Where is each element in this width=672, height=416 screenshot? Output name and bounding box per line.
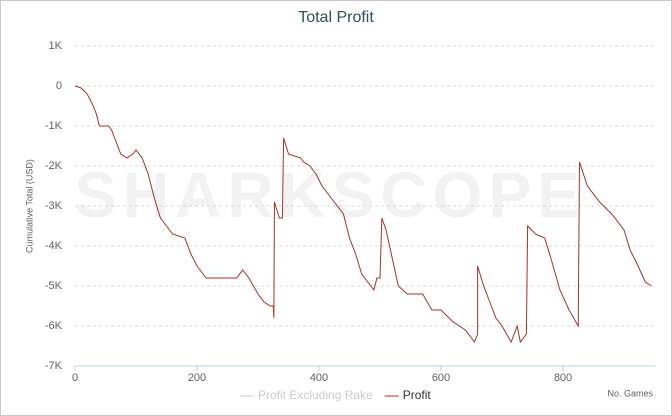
y-tick-label: -4K bbox=[45, 240, 63, 252]
chart-title: Total Profit bbox=[298, 9, 374, 26]
x-tick-label: 800 bbox=[554, 372, 572, 384]
x-tick-label: 0 bbox=[72, 372, 78, 384]
x-tick-label: 400 bbox=[310, 372, 328, 384]
y-tick-label: -7K bbox=[45, 360, 63, 372]
y-tick-label: -2K bbox=[45, 160, 63, 172]
y-tick-label: 1K bbox=[49, 40, 63, 52]
y-tick-label: -5K bbox=[45, 280, 63, 292]
y-tick-label: -3K bbox=[45, 200, 63, 212]
legend-label: Profit bbox=[403, 388, 432, 402]
y-tick-label: -1K bbox=[45, 120, 63, 132]
watermark: SHARKSCOPE bbox=[74, 159, 586, 231]
y-tick-label: 0 bbox=[56, 80, 62, 92]
x-axis-label: No. Games bbox=[607, 388, 653, 398]
x-tick-label: 600 bbox=[432, 372, 450, 384]
y-axis-label: Cumulative Total (USD) bbox=[24, 159, 34, 253]
y-tick-label: -6K bbox=[45, 320, 63, 332]
series-line bbox=[74, 85, 652, 344]
x-tick-label: 200 bbox=[188, 372, 206, 384]
legend-label: Profit Excluding Rake bbox=[258, 388, 373, 402]
